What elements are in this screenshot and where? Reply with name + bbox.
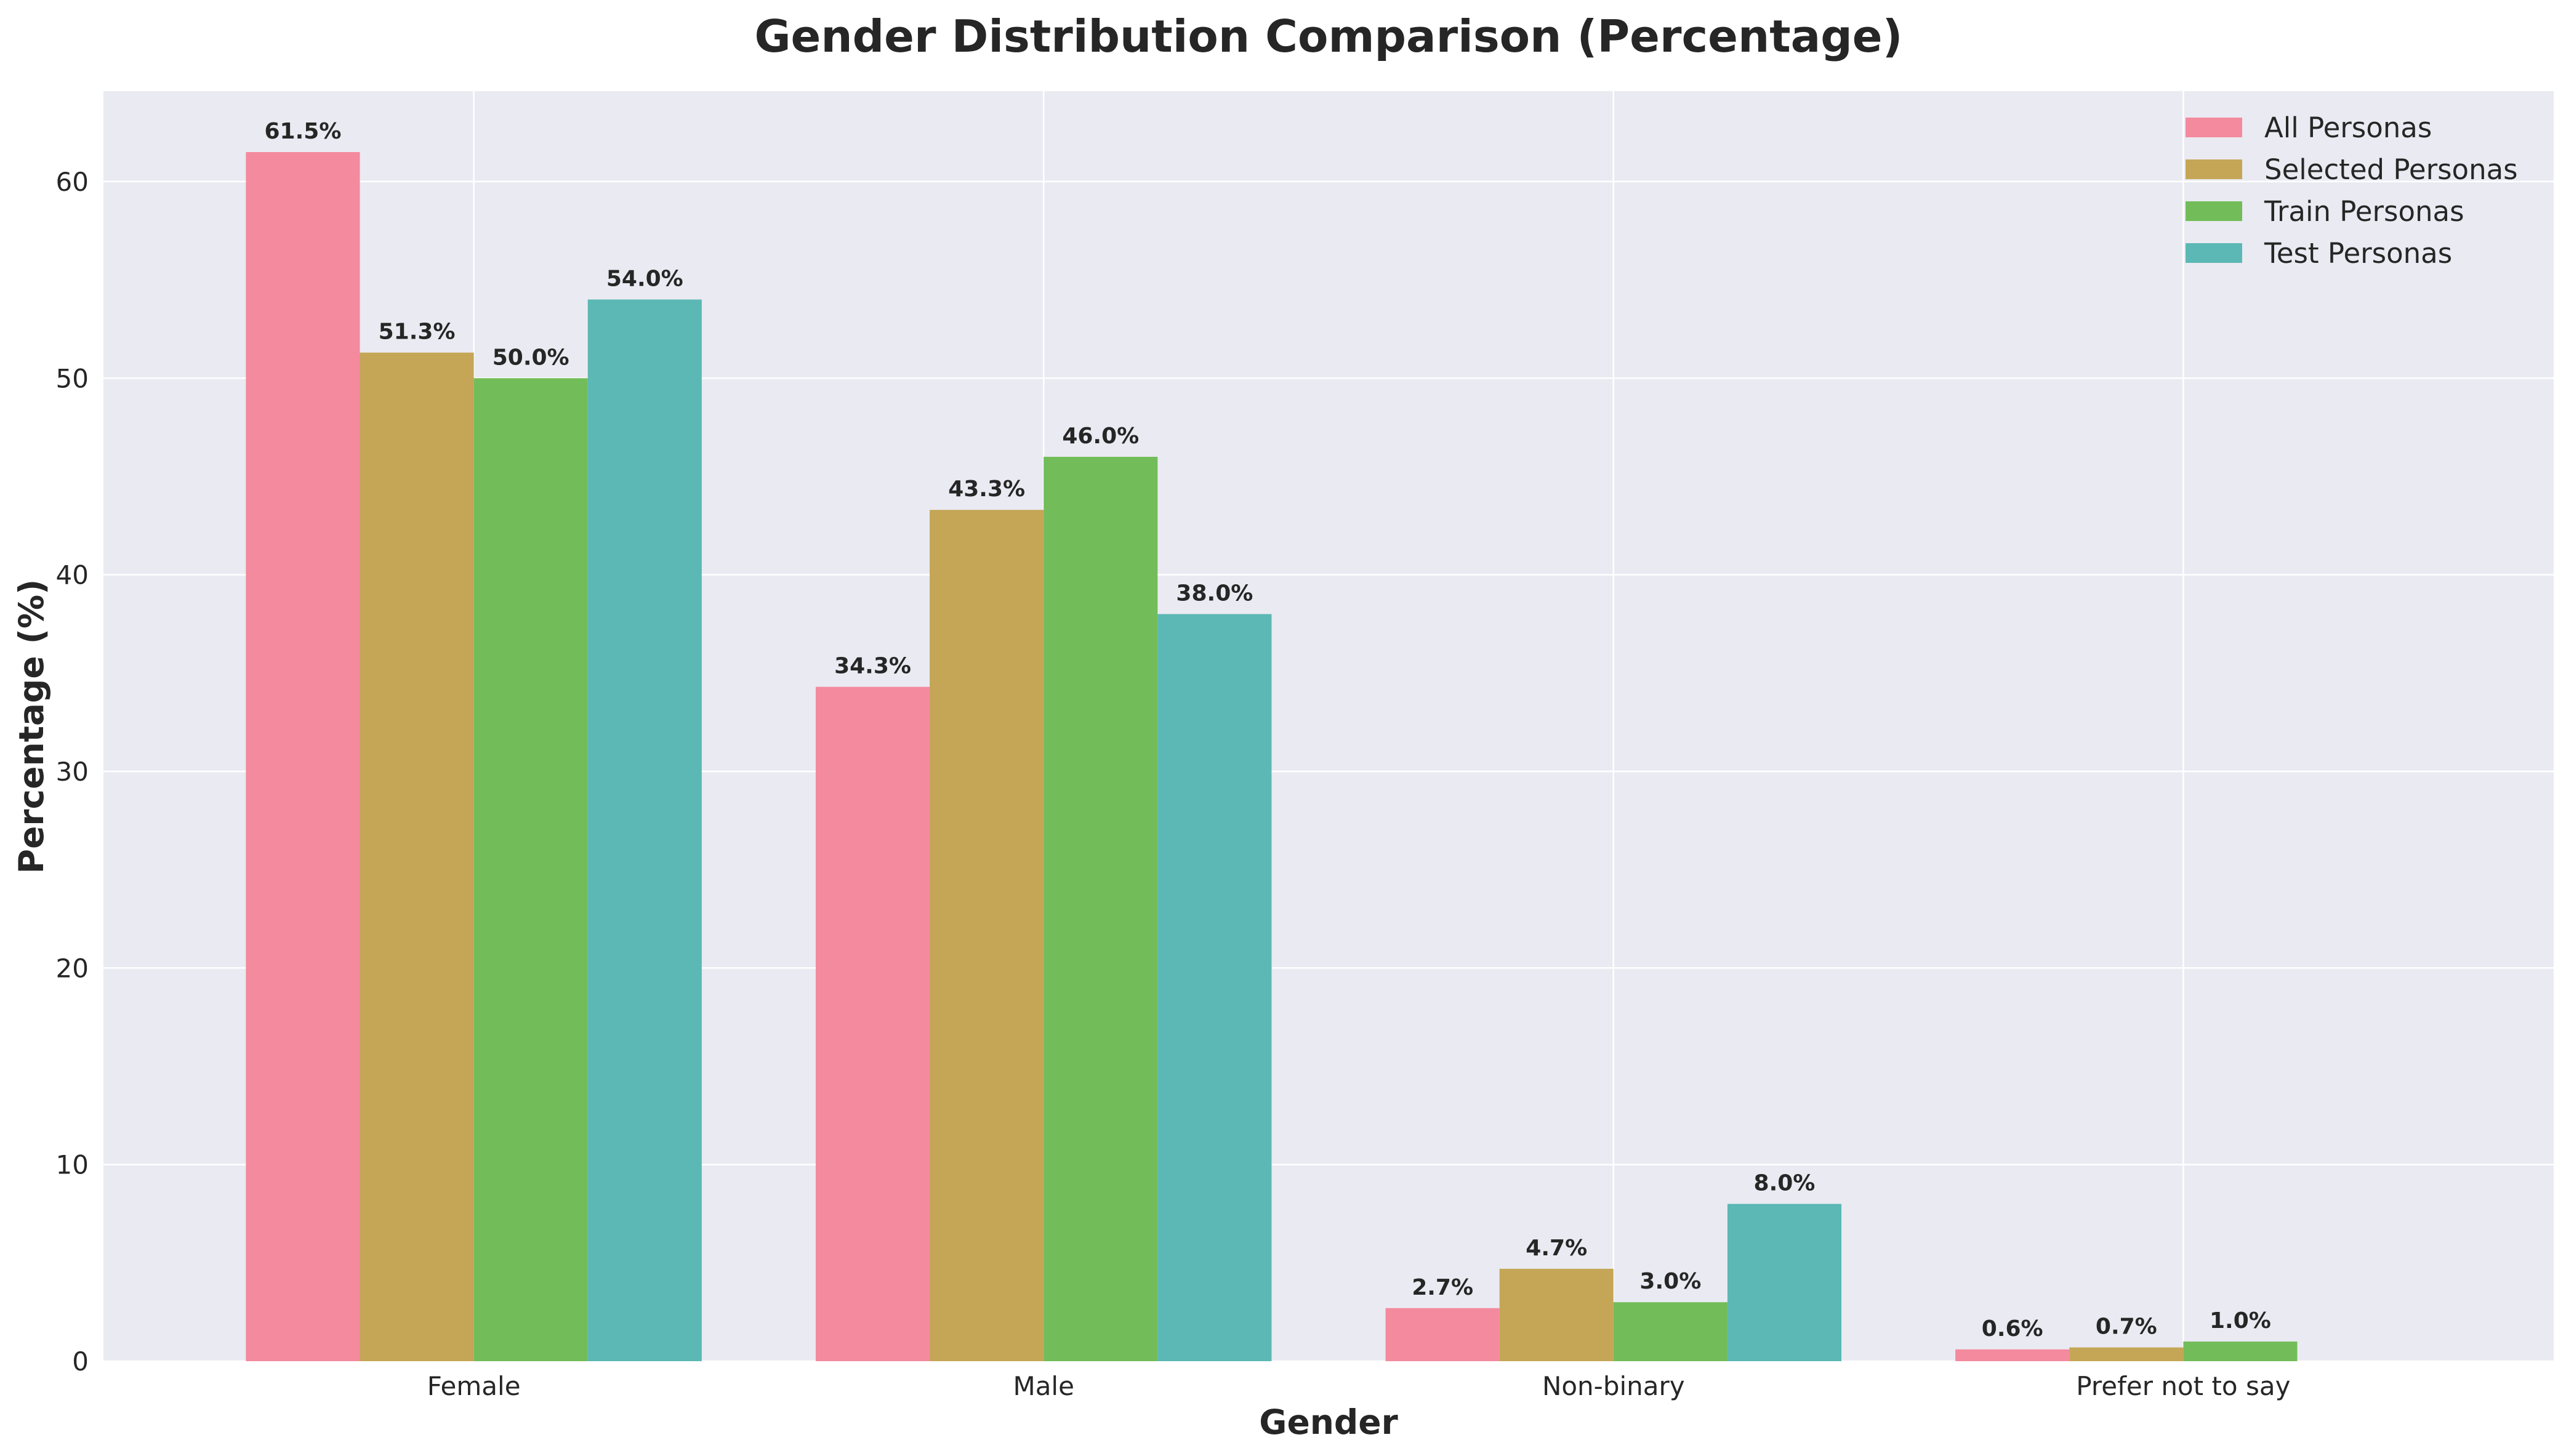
- bar: [360, 352, 474, 1361]
- bar-value-label: 3.0%: [1639, 1269, 1701, 1294]
- bar: [1955, 1349, 2070, 1361]
- legend-swatch: [2186, 243, 2242, 263]
- bar: [1385, 1308, 1500, 1361]
- bar: [246, 151, 360, 1362]
- ticks-layer: 0 10 20 30 40 50 60 Female Male Non-binary Prefer …: [56, 167, 2291, 1401]
- x-axis-label: Gender: [1259, 1402, 1398, 1442]
- y-tick-label: 30: [56, 757, 89, 787]
- bar-value-label: 1.0%: [2210, 1308, 2271, 1333]
- bar-value-label: 61.5%: [265, 119, 342, 144]
- x-tick-label: Female: [427, 1371, 521, 1401]
- bar-value-label: 2.7%: [1412, 1275, 1473, 1300]
- bar-value-label: 46.0%: [1062, 424, 1139, 449]
- bar: [1613, 1302, 1727, 1361]
- bar-value-label: 8.0%: [1754, 1171, 1816, 1196]
- bar-value-label: 38.0%: [1176, 581, 1253, 606]
- bar-value-label: 0.6%: [1982, 1316, 2043, 1341]
- x-tick-label: Prefer not to say: [2076, 1371, 2290, 1401]
- y-tick-label: 60: [56, 167, 89, 197]
- bar-value-label: 34.3%: [834, 654, 911, 679]
- bars-layer: [246, 151, 2298, 1362]
- y-tick-label: 10: [56, 1150, 89, 1180]
- y-tick-label: 20: [56, 953, 89, 983]
- legend-label: Test Personas: [2264, 237, 2452, 270]
- legend-swatch: [2186, 201, 2242, 221]
- bar: [1157, 614, 1272, 1361]
- bar: [815, 686, 930, 1361]
- x-tick-label: Male: [1013, 1371, 1074, 1401]
- bar: [930, 510, 1044, 1362]
- y-tick-label: 50: [56, 363, 89, 393]
- bar: [1499, 1268, 1614, 1361]
- bar-value-label: 51.3%: [379, 320, 456, 345]
- legend-label: All Personas: [2264, 111, 2432, 144]
- y-tick-label: 0: [72, 1346, 89, 1377]
- x-tick-label: Non-binary: [1542, 1371, 1685, 1401]
- bar: [1044, 456, 1158, 1361]
- legend: All Personas Selected Personas Train Perso…: [2186, 111, 2518, 270]
- bar: [2069, 1347, 2184, 1361]
- legend-label: Selected Personas: [2264, 153, 2518, 186]
- legend-swatch: [2186, 159, 2242, 179]
- bar-value-label: 43.3%: [948, 477, 1025, 502]
- y-axis-label: Percentage (%): [12, 579, 51, 874]
- bar-value-label: 4.7%: [1526, 1236, 1587, 1261]
- legend-label: Train Personas: [2264, 195, 2464, 228]
- bar: [473, 378, 588, 1362]
- bar: [2183, 1341, 2298, 1361]
- data-labels-layer: 61.5% 34.3% 2.7% 0.6% 51.3% 43.3% 4.7% 0.7% 50.0…: [265, 119, 2271, 1341]
- y-tick-label: 40: [56, 560, 89, 590]
- legend-swatch: [2186, 118, 2242, 137]
- bar: [587, 299, 702, 1361]
- bar: [1727, 1204, 1842, 1361]
- bar-value-label: 0.7%: [2096, 1314, 2157, 1340]
- chart-title: Gender Distribution Comparison (Percenta…: [754, 10, 1902, 62]
- bar-value-label: 54.0%: [606, 267, 683, 292]
- bar-value-label: 50.0%: [493, 345, 569, 370]
